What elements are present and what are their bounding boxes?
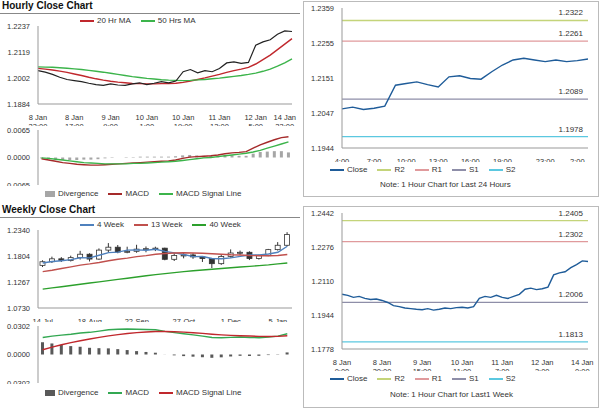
svg-text:27-Oct: 27-Oct <box>173 317 196 322</box>
svg-text:10 Jan1:00: 10 Jan1:00 <box>136 113 159 126</box>
html-text:S1: S1 <box>468 374 479 383</box>
svg-text:1.1267: 1.1267 <box>8 278 30 287</box>
svg-text:19:00: 19:00 <box>493 157 512 162</box>
html-text:Close: Close <box>347 374 368 383</box>
svg-text:11 Jan7:00: 11 Jan7:00 <box>491 358 513 371</box>
svg-text:1.2322: 1.2322 <box>559 8 584 17</box>
svg-text:1.2119: 1.2119 <box>8 48 30 57</box>
svg-text:1-Dec: 1-Dec <box>221 317 241 322</box>
svg-text:1.2110: 1.2110 <box>312 277 334 286</box>
html-text:R1: R1 <box>431 374 442 383</box>
html-text:MACD Signal Line: MACD Signal Line <box>176 388 242 397</box>
svg-text:1.2442: 1.2442 <box>311 209 334 218</box>
svg-text:23:00: 23:00 <box>536 157 555 162</box>
svg-text:1.1978: 1.1978 <box>559 125 584 134</box>
html-text:R2: R2 <box>394 374 405 383</box>
html-text:40 Week: 40 Week <box>209 220 241 229</box>
html-text:Close: Close <box>347 165 368 174</box>
html-text:20 Hr MA: 20 Hr MA <box>97 16 131 25</box>
html-text:S2: S2 <box>505 374 516 383</box>
svg-text:4:00: 4:00 <box>335 157 350 162</box>
html-text:R2: R2 <box>394 165 405 174</box>
svg-text:1.2255: 1.2255 <box>311 39 334 48</box>
svg-text:1.1944: 1.1944 <box>311 311 334 320</box>
svg-text:1.2002: 1.2002 <box>8 74 30 83</box>
svg-text:9 Jan9:00: 9 Jan9:00 <box>101 113 119 126</box>
svg-text:1.2237: 1.2237 <box>8 22 30 31</box>
svg-text:12 Jan5:00: 12 Jan5:00 <box>244 113 267 126</box>
html-text:MACD Signal Line: MACD Signal Line <box>176 189 242 198</box>
svg-text:1.2276: 1.2276 <box>311 243 334 252</box>
svg-text:5-Jan: 5-Jan <box>269 317 288 322</box>
svg-text:1.0730: 1.0730 <box>8 304 30 313</box>
svg-text:12 Jan3:00: 12 Jan3:00 <box>531 358 554 371</box>
svg-text:18-Aug: 18-Aug <box>78 317 102 322</box>
svg-text:14 Jan0:00: 14 Jan0:00 <box>571 358 592 371</box>
svg-text:0.0302: 0.0302 <box>8 322 30 331</box>
html-text:50 Hrs MA: 50 Hrs MA <box>157 16 196 25</box>
svg-text:1.2261: 1.2261 <box>559 29 584 38</box>
svg-text:7:00: 7:00 <box>367 157 382 162</box>
svg-text:14 Jan23:00: 14 Jan23:00 <box>273 113 296 126</box>
svg-text:11 Jan12:00: 11 Jan12:00 <box>208 113 230 126</box>
svg-text:8 Jan23:00: 8 Jan23:00 <box>29 113 48 126</box>
svg-text:1.2151: 1.2151 <box>311 74 334 83</box>
svg-text:10:00: 10:00 <box>397 157 416 162</box>
svg-text:10 Jan19:00: 10 Jan19:00 <box>172 113 195 126</box>
html-text:MACD: MACD <box>125 388 149 397</box>
svg-text:0.0065: 0.0065 <box>8 126 30 135</box>
svg-text:1.2006: 1.2006 <box>559 290 584 299</box>
svg-text:14-Jul: 14-Jul <box>32 317 53 322</box>
svg-text:1.1804: 1.1804 <box>8 252 30 261</box>
svg-text:1.1884: 1.1884 <box>8 100 30 109</box>
html-text:Divergence: Divergence <box>58 189 99 198</box>
svg-text:1.2340: 1.2340 <box>8 226 30 235</box>
svg-text:1.1944: 1.1944 <box>311 144 334 153</box>
svg-text:10 Jan11:00: 10 Jan11:00 <box>451 358 474 371</box>
html-text:MACD: MACD <box>125 189 149 198</box>
svg-text:1.2405: 1.2405 <box>559 209 584 218</box>
svg-text:1.2089: 1.2089 <box>559 87 584 96</box>
svg-text:9 Jan15:00: 9 Jan15:00 <box>413 358 432 371</box>
html-text:Note: 1 Hour Chart for Last1 W: Note: 1 Hour Chart for Last1 Week <box>390 390 513 399</box>
html-text:Note: 1 Hour Chart for Last 24: Note: 1 Hour Chart for Last 24 Hours <box>380 180 511 189</box>
svg-text:1.2359: 1.2359 <box>311 4 334 13</box>
svg-text:1.2302: 1.2302 <box>559 230 584 239</box>
html-text:S1: S1 <box>468 165 479 174</box>
html-text:R1: R1 <box>431 165 442 174</box>
svg-text:8 Jan17:00: 8 Jan17:00 <box>65 113 84 126</box>
html-text:13 Week: 13 Week <box>151 220 183 229</box>
svg-text:1.1813: 1.1813 <box>559 330 584 339</box>
svg-text:1.2047: 1.2047 <box>311 109 334 118</box>
svg-text:8 Jan0:00: 8 Jan0:00 <box>333 358 351 371</box>
html-text:4 Week: 4 Week <box>97 220 124 229</box>
svg-text:13:00: 13:00 <box>429 157 448 162</box>
svg-text:0.0000: 0.0000 <box>8 153 30 162</box>
svg-text:16:00: 16:00 <box>461 157 480 162</box>
html-text:Divergence: Divergence <box>58 388 99 397</box>
svg-text:0.0000: 0.0000 <box>8 350 30 359</box>
html-text:S2: S2 <box>505 165 516 174</box>
svg-text:-0.0065: -0.0065 <box>8 181 30 186</box>
svg-text:8 Jan20:00: 8 Jan20:00 <box>373 358 392 371</box>
html-text:Hourly Close Chart: Hourly Close Chart <box>2 0 93 11</box>
svg-text:2:00: 2:00 <box>570 157 585 162</box>
svg-text:-0.0302: -0.0302 <box>8 379 30 384</box>
html-text:Weekly Close Chart: Weekly Close Chart <box>2 204 96 215</box>
svg-text:22-Sep: 22-Sep <box>125 317 149 322</box>
svg-text:1.1778: 1.1778 <box>311 345 334 354</box>
